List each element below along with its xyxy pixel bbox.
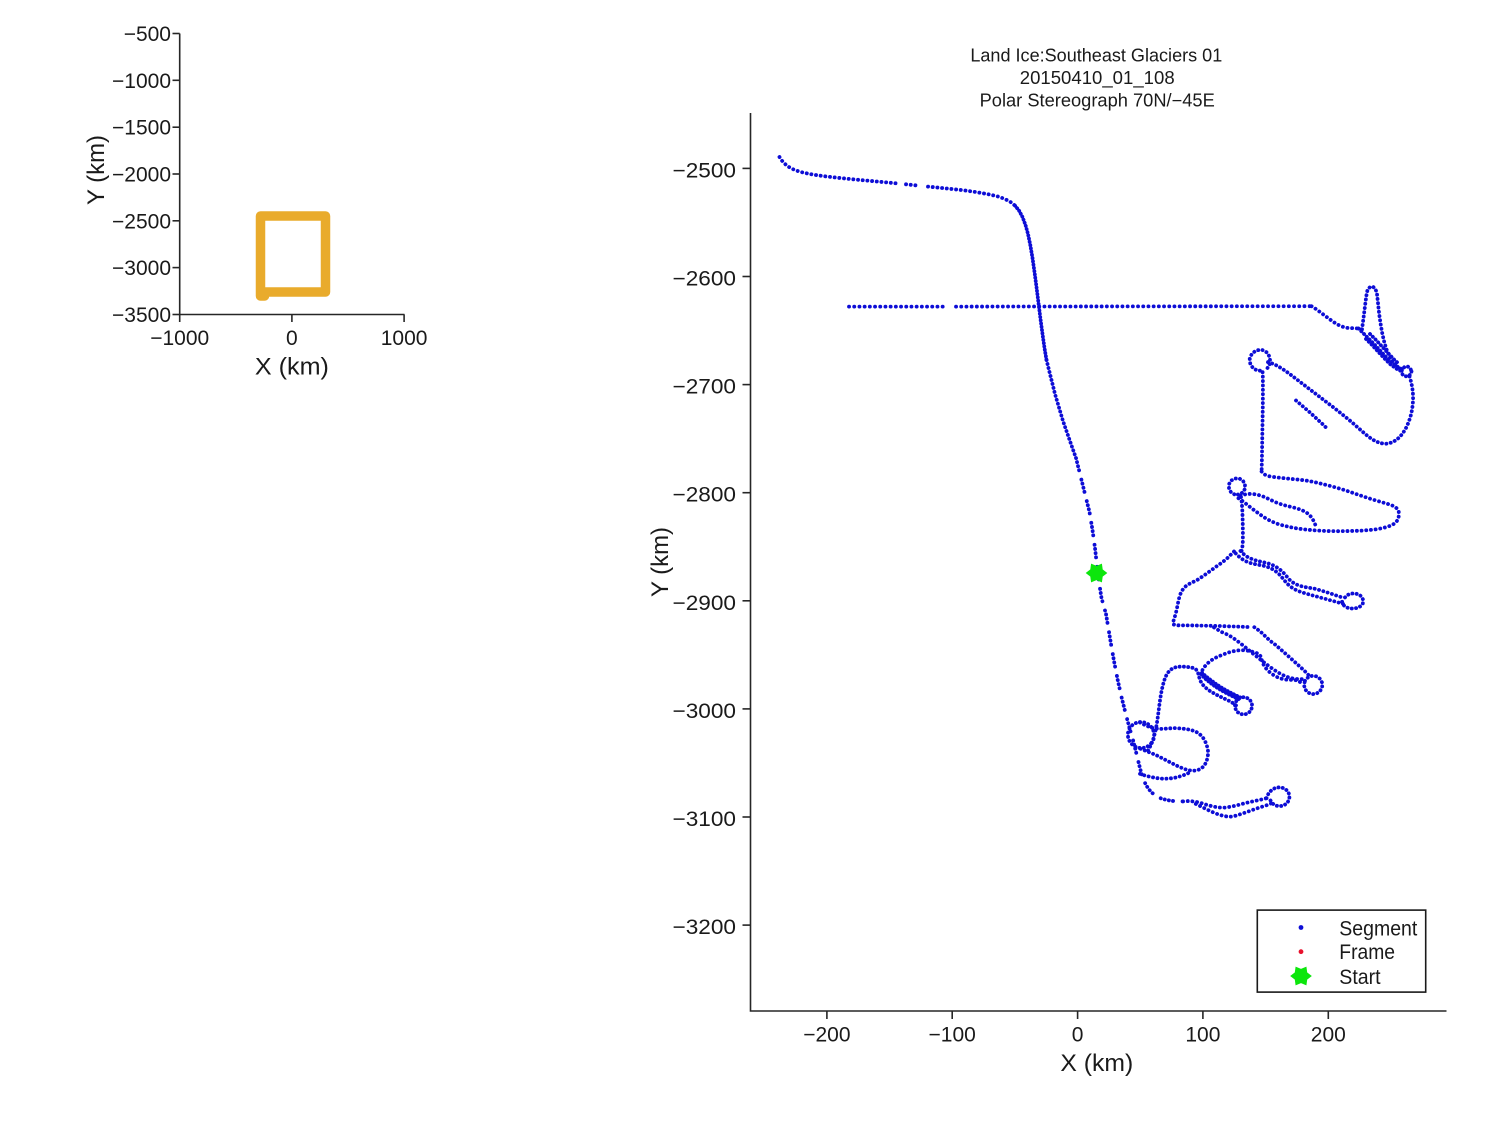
svg-text:−1500: −1500 — [112, 117, 171, 140]
svg-text:−1000: −1000 — [112, 70, 171, 93]
svg-text:Y (km): Y (km) — [83, 135, 110, 205]
svg-text:0: 0 — [1072, 1024, 1084, 1047]
svg-text:−3200: −3200 — [673, 916, 737, 939]
svg-text:X (km): X (km) — [255, 354, 329, 381]
svg-text:−3100: −3100 — [673, 808, 737, 831]
svg-text:1000: 1000 — [381, 327, 428, 350]
svg-text:−100: −100 — [929, 1024, 976, 1047]
svg-text:−1000: −1000 — [150, 327, 209, 350]
svg-text:Start: Start — [1339, 966, 1380, 989]
svg-text:Polar Stereograph 70N/−45E: Polar Stereograph 70N/−45E — [980, 91, 1215, 111]
svg-text:100: 100 — [1185, 1024, 1220, 1047]
svg-text:Segment: Segment — [1339, 917, 1417, 940]
svg-text:Land Ice:Southeast Glaciers 01: Land Ice:Southeast Glaciers 01 — [970, 46, 1222, 66]
svg-text:−500: −500 — [124, 23, 171, 46]
svg-text:−3000: −3000 — [673, 700, 737, 723]
svg-text:−2900: −2900 — [673, 592, 737, 615]
svg-text:−2500: −2500 — [112, 210, 171, 233]
svg-text:−3000: −3000 — [112, 257, 171, 280]
svg-text:200: 200 — [1311, 1024, 1346, 1047]
svg-text:−2800: −2800 — [673, 484, 737, 507]
svg-text:−3500: −3500 — [112, 304, 171, 327]
svg-text:−2000: −2000 — [112, 164, 171, 187]
svg-text:−200: −200 — [803, 1024, 850, 1047]
svg-text:−2600: −2600 — [673, 268, 737, 291]
svg-text:0: 0 — [286, 327, 298, 350]
svg-text:Frame: Frame — [1339, 941, 1395, 964]
svg-text:−2700: −2700 — [673, 376, 737, 399]
svg-text:X (km): X (km) — [1060, 1050, 1133, 1077]
svg-text:Y (km): Y (km) — [647, 527, 674, 597]
svg-text:−2500: −2500 — [673, 159, 737, 182]
svg-text:20150410_01_108: 20150410_01_108 — [1020, 68, 1175, 89]
